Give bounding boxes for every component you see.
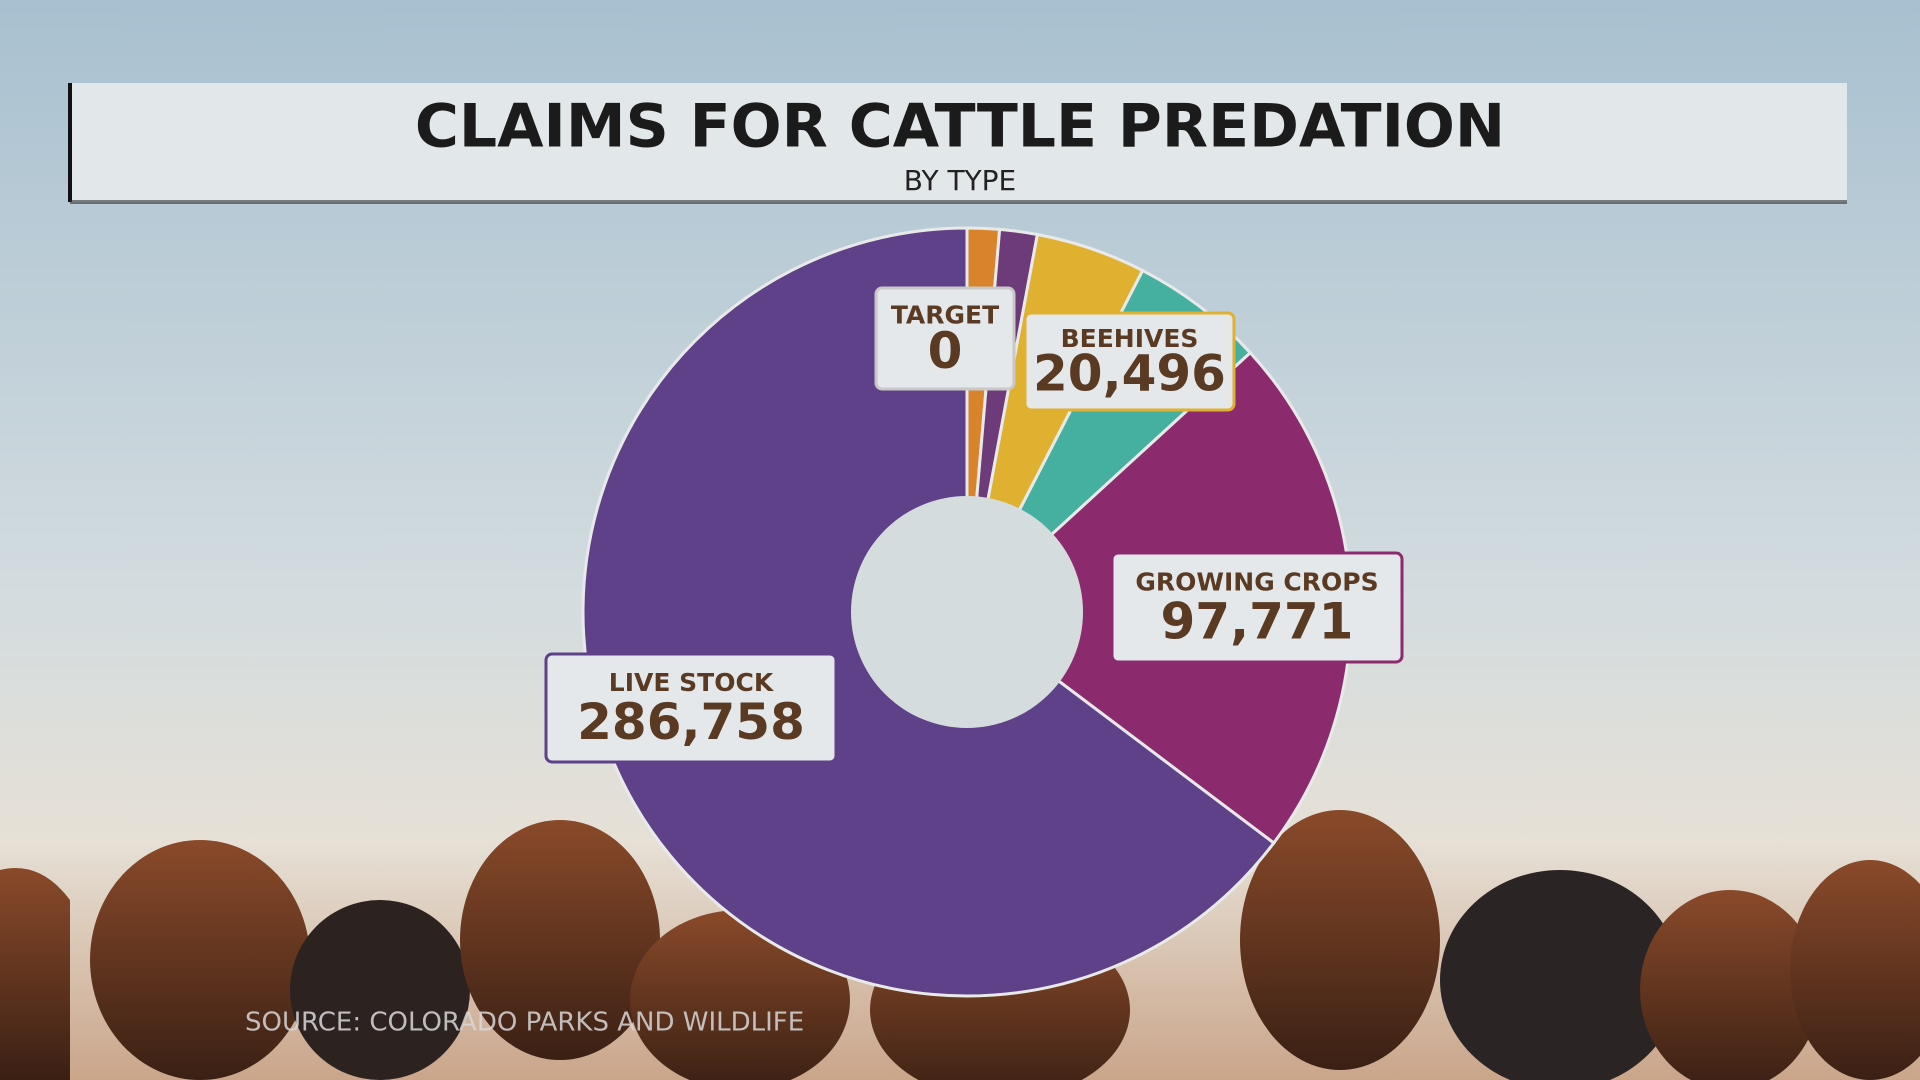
label-box [1110, 551, 1404, 664]
cattle-herd [0, 810, 1920, 1080]
slice-value-label: 20,496 [1033, 345, 1226, 403]
slice-value-label: 97,771 [1161, 592, 1354, 650]
slice-label: TARGET [891, 300, 999, 329]
slice-label: GROWING CROPS [1135, 568, 1378, 597]
title-bar-shadow [70, 200, 1847, 204]
label-box [874, 286, 1016, 391]
slice-label: BEEHIVES [1061, 324, 1199, 353]
label-box [544, 652, 838, 764]
slice-value-label: 286,758 [577, 693, 805, 751]
label-box [1023, 311, 1236, 412]
title-bar [70, 83, 1847, 202]
slice-label: LIVE STOCK [609, 668, 775, 697]
title-bar-edge [68, 83, 72, 202]
source-note: SOURCE: COLORADO PARKS AND WILDLIFE [245, 1008, 804, 1038]
donut-hole [851, 496, 1083, 728]
chart-subtitle: BY TYPE [904, 164, 1016, 197]
chart-title: CLAIMS FOR CATTLE PREDATION [415, 92, 1505, 162]
slice-value-label: 0 [928, 322, 963, 380]
